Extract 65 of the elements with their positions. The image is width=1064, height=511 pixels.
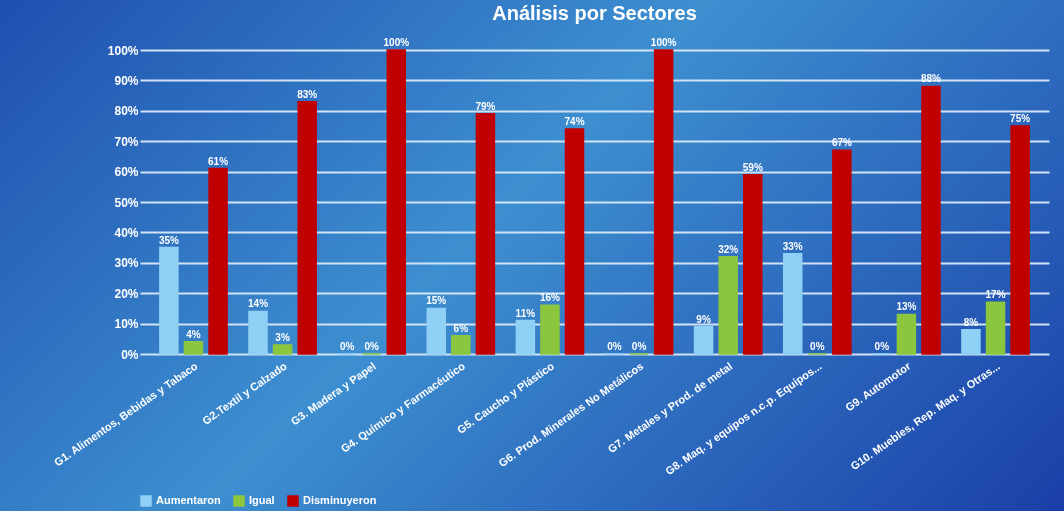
bar [426,307,446,355]
data-label: 32% [718,243,739,255]
bar [451,335,471,355]
y-tick-label: 30% [114,256,139,271]
data-label: 0% [339,341,355,352]
data-label: 14% [248,298,269,310]
legend-label: Disminuyeron [303,494,377,506]
data-label: 0% [631,341,647,352]
bar [653,49,674,355]
bar [693,325,714,355]
data-label: 61% [208,155,229,167]
bar [475,113,496,355]
bar [896,313,917,355]
data-label: 11% [515,307,536,319]
bar [515,319,536,355]
data-label: 33% [782,240,803,252]
data-label: 13% [896,301,917,313]
bar [564,128,585,355]
data-label: 16% [539,292,561,304]
data-label: 83% [297,88,318,100]
bar [540,304,560,355]
data-label: 100% [383,37,410,48]
data-label: 35% [158,234,179,246]
bar [782,252,803,355]
data-label: 75% [1010,113,1031,124]
y-tick-label: 90% [114,73,139,88]
data-label: 9% [696,313,711,325]
data-label: 3% [275,331,290,343]
bar [921,85,941,355]
bar [718,255,738,355]
y-tick-label: 0% [121,347,139,362]
y-tick-label: 20% [114,286,139,301]
data-label: 79% [475,100,496,112]
chart-title: Análisis por Sectores [492,2,697,24]
bar [272,344,293,355]
bar [961,328,981,355]
bar [208,167,228,355]
legend-label: Aumentaron [156,494,222,506]
bar [743,173,763,355]
data-label: 6% [453,322,469,334]
y-tick-label: 50% [114,195,139,210]
bar [1010,125,1030,355]
y-tick-label: 40% [114,225,139,240]
data-label: 15% [426,295,447,307]
data-label: 0% [607,341,622,352]
bar [297,100,317,355]
y-tick-label: 60% [114,165,139,180]
data-label: 4% [186,328,201,340]
bar [386,49,407,355]
bar [985,301,1006,355]
data-label: 100% [650,37,677,48]
data-label: 74% [564,116,585,128]
y-tick-label: 10% [114,317,139,332]
data-label: 0% [874,341,890,352]
data-label: 59% [742,161,763,173]
y-tick-label: 80% [114,104,139,119]
y-tick-label: 100% [107,43,139,58]
bar [832,149,852,355]
legend-label: Igual [249,494,275,506]
bar [183,341,204,355]
data-label: 0% [810,341,825,352]
bar [159,246,179,355]
data-label: 0% [364,341,380,352]
y-tick-label: 70% [114,134,139,149]
bar [248,310,268,355]
